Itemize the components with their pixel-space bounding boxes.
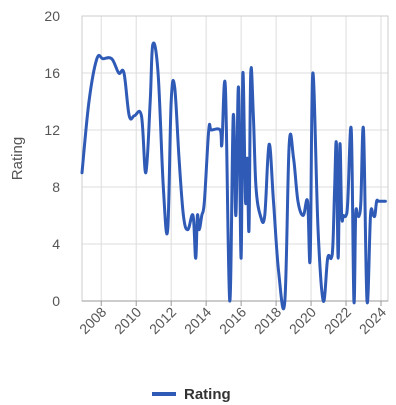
y-tick-label: 20 — [44, 8, 60, 24]
x-tick-label: 2008 — [76, 304, 109, 337]
x-tick-label: 2016 — [216, 304, 249, 337]
legend[interactable]: Rating — [152, 386, 231, 403]
y-tick-label: 4 — [52, 236, 60, 252]
legend-label-rating[interactable]: Rating — [184, 386, 231, 403]
series-lines — [80, 41, 387, 311]
x-tick-label: 2010 — [111, 304, 144, 337]
x-tick-label: 2022 — [321, 304, 354, 337]
x-tick-label: 2024 — [356, 304, 389, 337]
y-tick-labels: 0 4 8 12 16 20 — [44, 8, 60, 309]
x-tick-label: 2020 — [286, 304, 319, 337]
x-tick-label: 2018 — [251, 304, 284, 337]
x-tick-label: 2012 — [146, 304, 179, 337]
y-tick-label: 12 — [44, 122, 60, 138]
series-line-rating[interactable] — [80, 41, 387, 311]
y-axis-title: Rating — [9, 137, 26, 180]
y-tick-label: 8 — [52, 179, 60, 195]
x-tick-labels: 2008 2010 2012 2014 2016 2018 2020 2022 2024 — [76, 304, 389, 337]
y-tick-label: 16 — [44, 65, 60, 81]
x-tick-label: 2014 — [181, 304, 214, 337]
y-tick-label: 0 — [52, 293, 60, 309]
